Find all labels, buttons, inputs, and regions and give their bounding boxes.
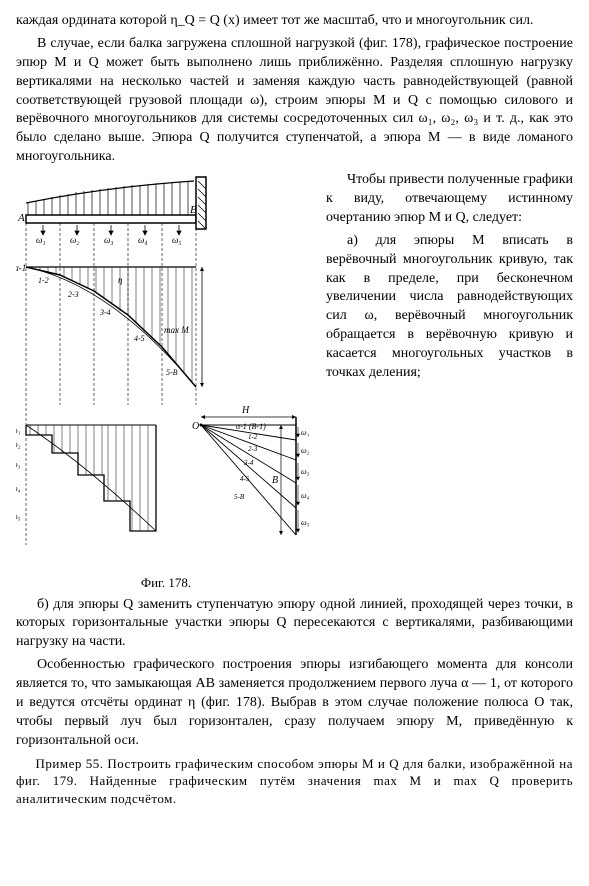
figure-178: A B ω₁ ω₂ ω₃ ω₄ ω₅ α-1: [16, 175, 316, 591]
paragraph-5b: б) для эпюры Q заменить ступенчатую эпюр…: [16, 596, 573, 653]
svg-text:ω₂: ω₂: [301, 446, 310, 455]
svg-text:O: O: [192, 421, 199, 432]
svg-text:max M: max M: [164, 325, 189, 335]
svg-text:B: B: [190, 204, 197, 216]
svg-text:2-3: 2-3: [248, 445, 258, 453]
svg-text:5-B: 5-B: [234, 493, 245, 501]
svg-text:ω₁: ω₁: [16, 426, 21, 435]
svg-text:ω₂: ω₂: [70, 235, 79, 245]
svg-text:ω₃: ω₃: [16, 460, 21, 469]
svg-text:ω₅: ω₅: [301, 518, 310, 527]
svg-text:ω₂: ω₂: [16, 440, 21, 449]
svg-text:4-5: 4-5: [134, 334, 145, 343]
svg-text:α-1 (B-1): α-1 (B-1): [236, 422, 266, 431]
figure-caption: Фиг. 178.: [16, 574, 316, 592]
example-55: Пример 55. Построить графическим способо…: [16, 755, 573, 808]
svg-text:4-5: 4-5: [240, 475, 250, 483]
svg-text:ω₅: ω₅: [172, 235, 181, 245]
svg-text:B: B: [272, 475, 278, 486]
svg-text:ω₄: ω₄: [16, 484, 21, 493]
svg-text:α-1: α-1: [16, 263, 26, 273]
svg-text:A: A: [17, 212, 25, 224]
paragraph-6: Особенностью графического построения эпю…: [16, 656, 573, 750]
svg-text:ω₃: ω₃: [301, 467, 310, 476]
svg-text:5-B: 5-B: [166, 368, 178, 377]
svg-text:H: H: [241, 405, 250, 416]
paragraph-2: В случае, если балка загружена сплошной …: [16, 35, 573, 167]
svg-text:1-2: 1-2: [248, 433, 258, 441]
svg-text:ω₅: ω₅: [16, 512, 21, 521]
svg-text:2-3: 2-3: [68, 290, 79, 299]
svg-text:3-4: 3-4: [99, 308, 111, 317]
svg-text:η: η: [118, 275, 123, 285]
svg-text:1-2: 1-2: [38, 276, 49, 285]
svg-text:ω₄: ω₄: [138, 235, 147, 245]
svg-text:ω₄: ω₄: [301, 491, 310, 500]
figure-svg: A B ω₁ ω₂ ω₃ ω₄ ω₅ α-1: [16, 175, 316, 565]
paragraph-1: каждая ордината которой η_Q = Q (x) имее…: [16, 12, 573, 31]
svg-text:ω₃: ω₃: [104, 235, 113, 245]
svg-text:3-4: 3-4: [243, 459, 254, 467]
svg-text:ω₁: ω₁: [36, 235, 45, 245]
svg-text:ω₁: ω₁: [301, 428, 310, 437]
